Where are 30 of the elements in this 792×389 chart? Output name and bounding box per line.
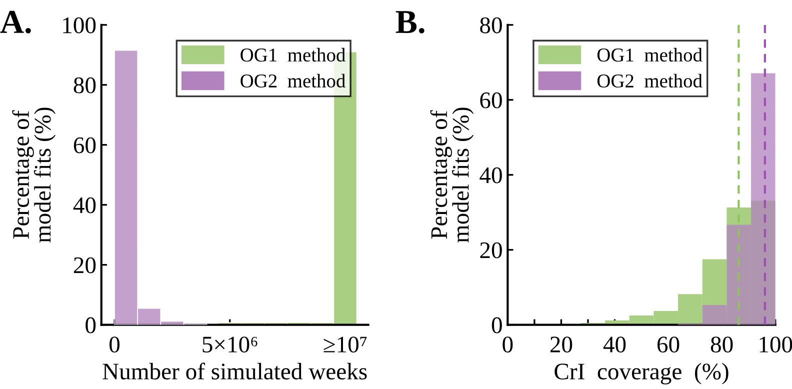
y-axis-title: Percentage of model fits (%) xyxy=(12,108,56,243)
x-tick-label: 40 xyxy=(603,336,626,353)
x-tick-label: 5×10⁶ xyxy=(202,336,258,353)
y-tick-label: 60 xyxy=(480,92,502,108)
y-tick-label: 20 xyxy=(480,242,502,258)
legend-label: OG1 method xyxy=(240,48,346,62)
x-tick-label: 80 xyxy=(710,336,733,353)
x-tick-label: 0 xyxy=(502,336,513,353)
y-tick-label: 0 xyxy=(492,317,502,334)
y-tick-label: 20 xyxy=(74,257,96,274)
x-tick-label: 60 xyxy=(658,336,680,353)
x-tick-label: 20 xyxy=(550,336,572,353)
y-tick-label: 40 xyxy=(480,167,502,184)
chart-title: B. xyxy=(396,11,424,34)
x-axis-title: Number of simulated weeks xyxy=(102,362,367,380)
y-tick-label: 100 xyxy=(63,17,96,34)
y-tick-label: 80 xyxy=(74,77,96,94)
chart-title: A. xyxy=(0,10,31,34)
y-tick-label: 60 xyxy=(74,137,96,154)
x-tick-label: ≥10⁷ xyxy=(324,336,367,353)
x-axis-title: CrI coverage (%) xyxy=(554,362,728,384)
y-tick-label: 80 xyxy=(480,17,502,34)
legend-label: OG2 method xyxy=(240,74,346,88)
legend-label: OG2 method xyxy=(597,74,702,88)
x-tick-label: 100 xyxy=(760,336,792,353)
legend-label: OG1 method xyxy=(597,48,702,62)
y-tick-label: 0 xyxy=(86,317,96,334)
y-tick-label: 40 xyxy=(73,197,96,214)
y-axis-title: Percentage of model fits (%) xyxy=(430,108,474,243)
x-tick-label: 0 xyxy=(110,336,120,353)
